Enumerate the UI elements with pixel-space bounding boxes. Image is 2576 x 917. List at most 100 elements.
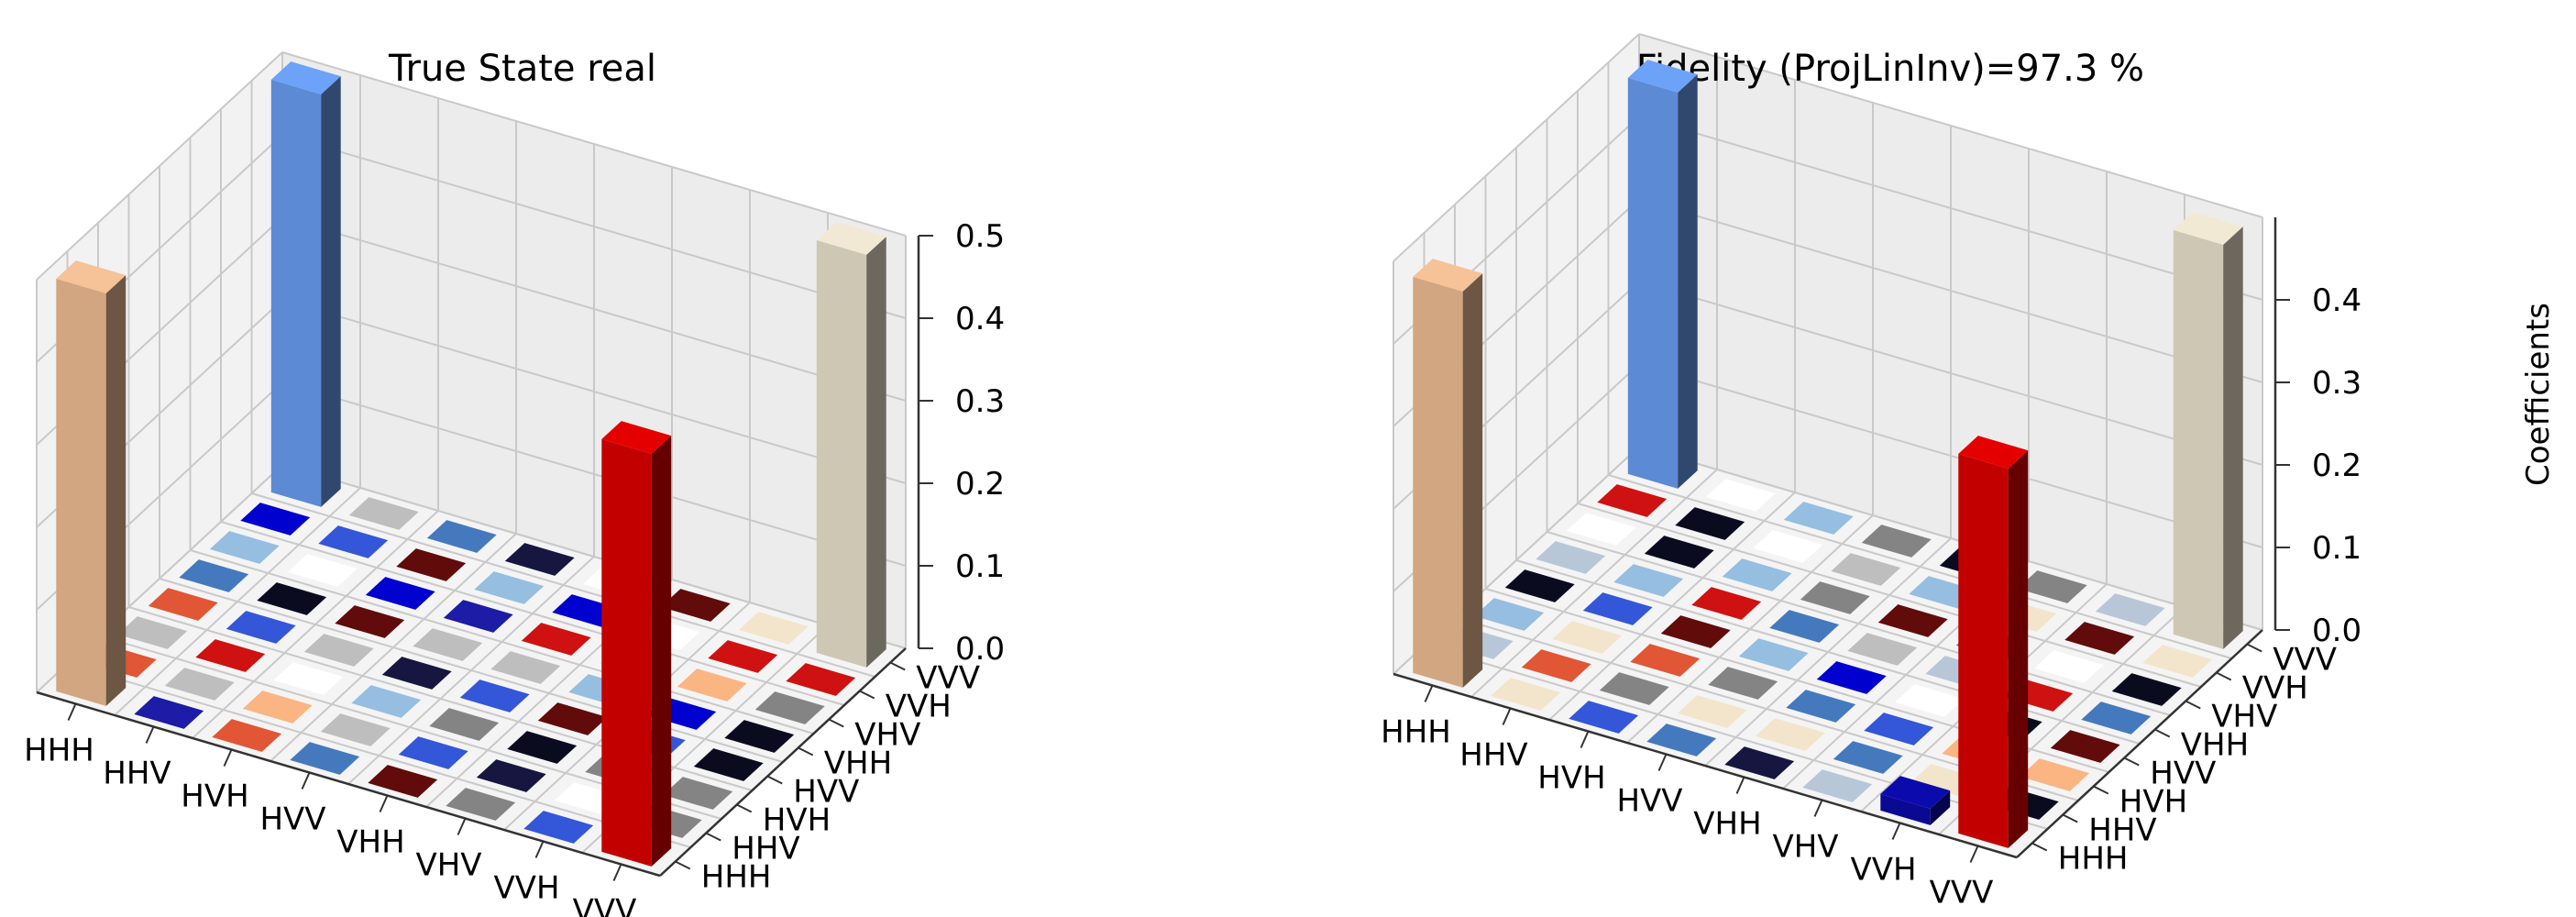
y-tick [828,718,844,728]
x-tick-label: VHH [336,824,404,861]
bar-top-face [754,691,825,724]
x-tick-label: HVV [259,801,325,838]
x-tick-label: HHV [103,756,171,792]
bar-top-face [1491,678,1561,711]
x-tick-label: HVV [1616,783,1682,820]
x-tick-label: VHH [1693,806,1761,843]
bar-top-face [426,520,497,553]
coefficient-tile [318,525,389,558]
bar-top-face [1877,604,1948,637]
coefficient-tile [1491,678,1561,711]
z-tick-label: 0.2 [2312,447,2361,484]
coefficient-tile [1566,513,1636,546]
bar-top-face [1708,667,1778,700]
bar-top-face [226,611,296,644]
back-gridline [281,464,907,649]
coefficient-tile [1831,553,1901,586]
bar-top-face [1724,746,1795,779]
coefficient-tile [226,611,296,644]
coefficient-tile [1691,587,1762,620]
bar-side-face [105,275,127,706]
bar-top-face [523,811,594,844]
coefficient-tile [212,719,282,752]
coefficient-tile [195,639,266,672]
bar-top-face [476,759,546,792]
bar-top-face [179,559,249,592]
coefficient-tile [2050,730,2120,763]
coefficient-tile [1630,644,1701,677]
coefficient-tile [2064,622,2135,655]
coefficient-tile [2095,593,2165,626]
coefficient-tile [335,605,405,638]
x-tick-label: VHV [1772,829,1838,866]
y-tick [889,661,906,671]
coefficient-tile [1800,581,1870,614]
bar-top-face [537,702,608,735]
x-tick-label: HVH [1537,760,1605,797]
coefficient-tile [754,691,825,724]
y-tick-label: VVH [2242,670,2308,707]
bar-top-face [368,765,438,798]
coefficient-tile [1753,530,1823,563]
bar-top-face [1552,621,1623,654]
y-tick-label: HHV [2088,812,2156,849]
y-tick-label: HVH [763,802,831,839]
bar-top-face [1504,569,1575,602]
coefficient-tile [134,696,204,729]
coefficient-tile [413,628,483,661]
coefficient-tile [708,640,778,673]
coefficient-tile [368,765,438,798]
coefficient-tile [1724,746,1795,779]
bar-front-face [1413,276,1463,688]
coefficient-tile [446,788,516,821]
bar-top-face [1783,502,1854,535]
coefficient-tile [1722,558,1792,591]
back-gridline [281,299,907,484]
bar-top-face [1691,587,1762,620]
bar-top-face [2017,570,2087,603]
bar-side-face [1930,790,1951,825]
bar-top-face [1474,598,1545,631]
z-tick-label: 0.5 [955,218,1005,255]
bar-top-face [2050,730,2120,763]
back-gridline [1638,363,2263,548]
coefficient-tile [1613,564,1684,597]
x-tick [1969,845,1979,863]
x-tick-label: VVH [493,870,559,907]
bar-top-face [2142,645,2213,678]
floor-gridline [1547,531,2171,716]
z-tick-label: 0.1 [2312,530,2361,567]
coefficient-tile [242,691,313,724]
z-tick-label: 0.4 [2312,282,2361,319]
y-tick-label: VVV [916,660,980,697]
coefficient-tile [2017,570,2087,603]
bar-top-face [381,657,452,690]
bar-top-face [270,61,341,94]
x-tick [1424,685,1434,702]
coefficient-tile [1582,592,1653,625]
floor-gridline [220,521,845,706]
coefficient-tile [351,685,422,718]
bar-top-face [413,628,483,661]
coefficient-tile [1644,536,1714,569]
bar-top-face [164,668,235,701]
coefficient-tile [2020,758,2090,791]
x-tick [223,749,233,767]
back-gridline [281,216,907,402]
bar-top-face [490,651,561,684]
coefficient-tile [398,736,468,769]
y-tick [2123,757,2140,767]
coefficient-tile [348,497,419,530]
x-tick-label: VVV [1930,875,1994,911]
bar-side-face [2223,226,2243,649]
coefficient-tile [290,742,360,775]
coefficient-tile [209,531,280,564]
coefficient-tile [1536,541,1606,574]
bar-front-face [816,239,867,668]
y-tick [2062,813,2078,823]
bar-side-face [2008,450,2029,848]
bar-top-face [1958,436,2029,469]
y-tick-label: HHV [732,831,799,867]
x-tick [1891,823,1901,840]
bar-top-face [507,731,578,764]
